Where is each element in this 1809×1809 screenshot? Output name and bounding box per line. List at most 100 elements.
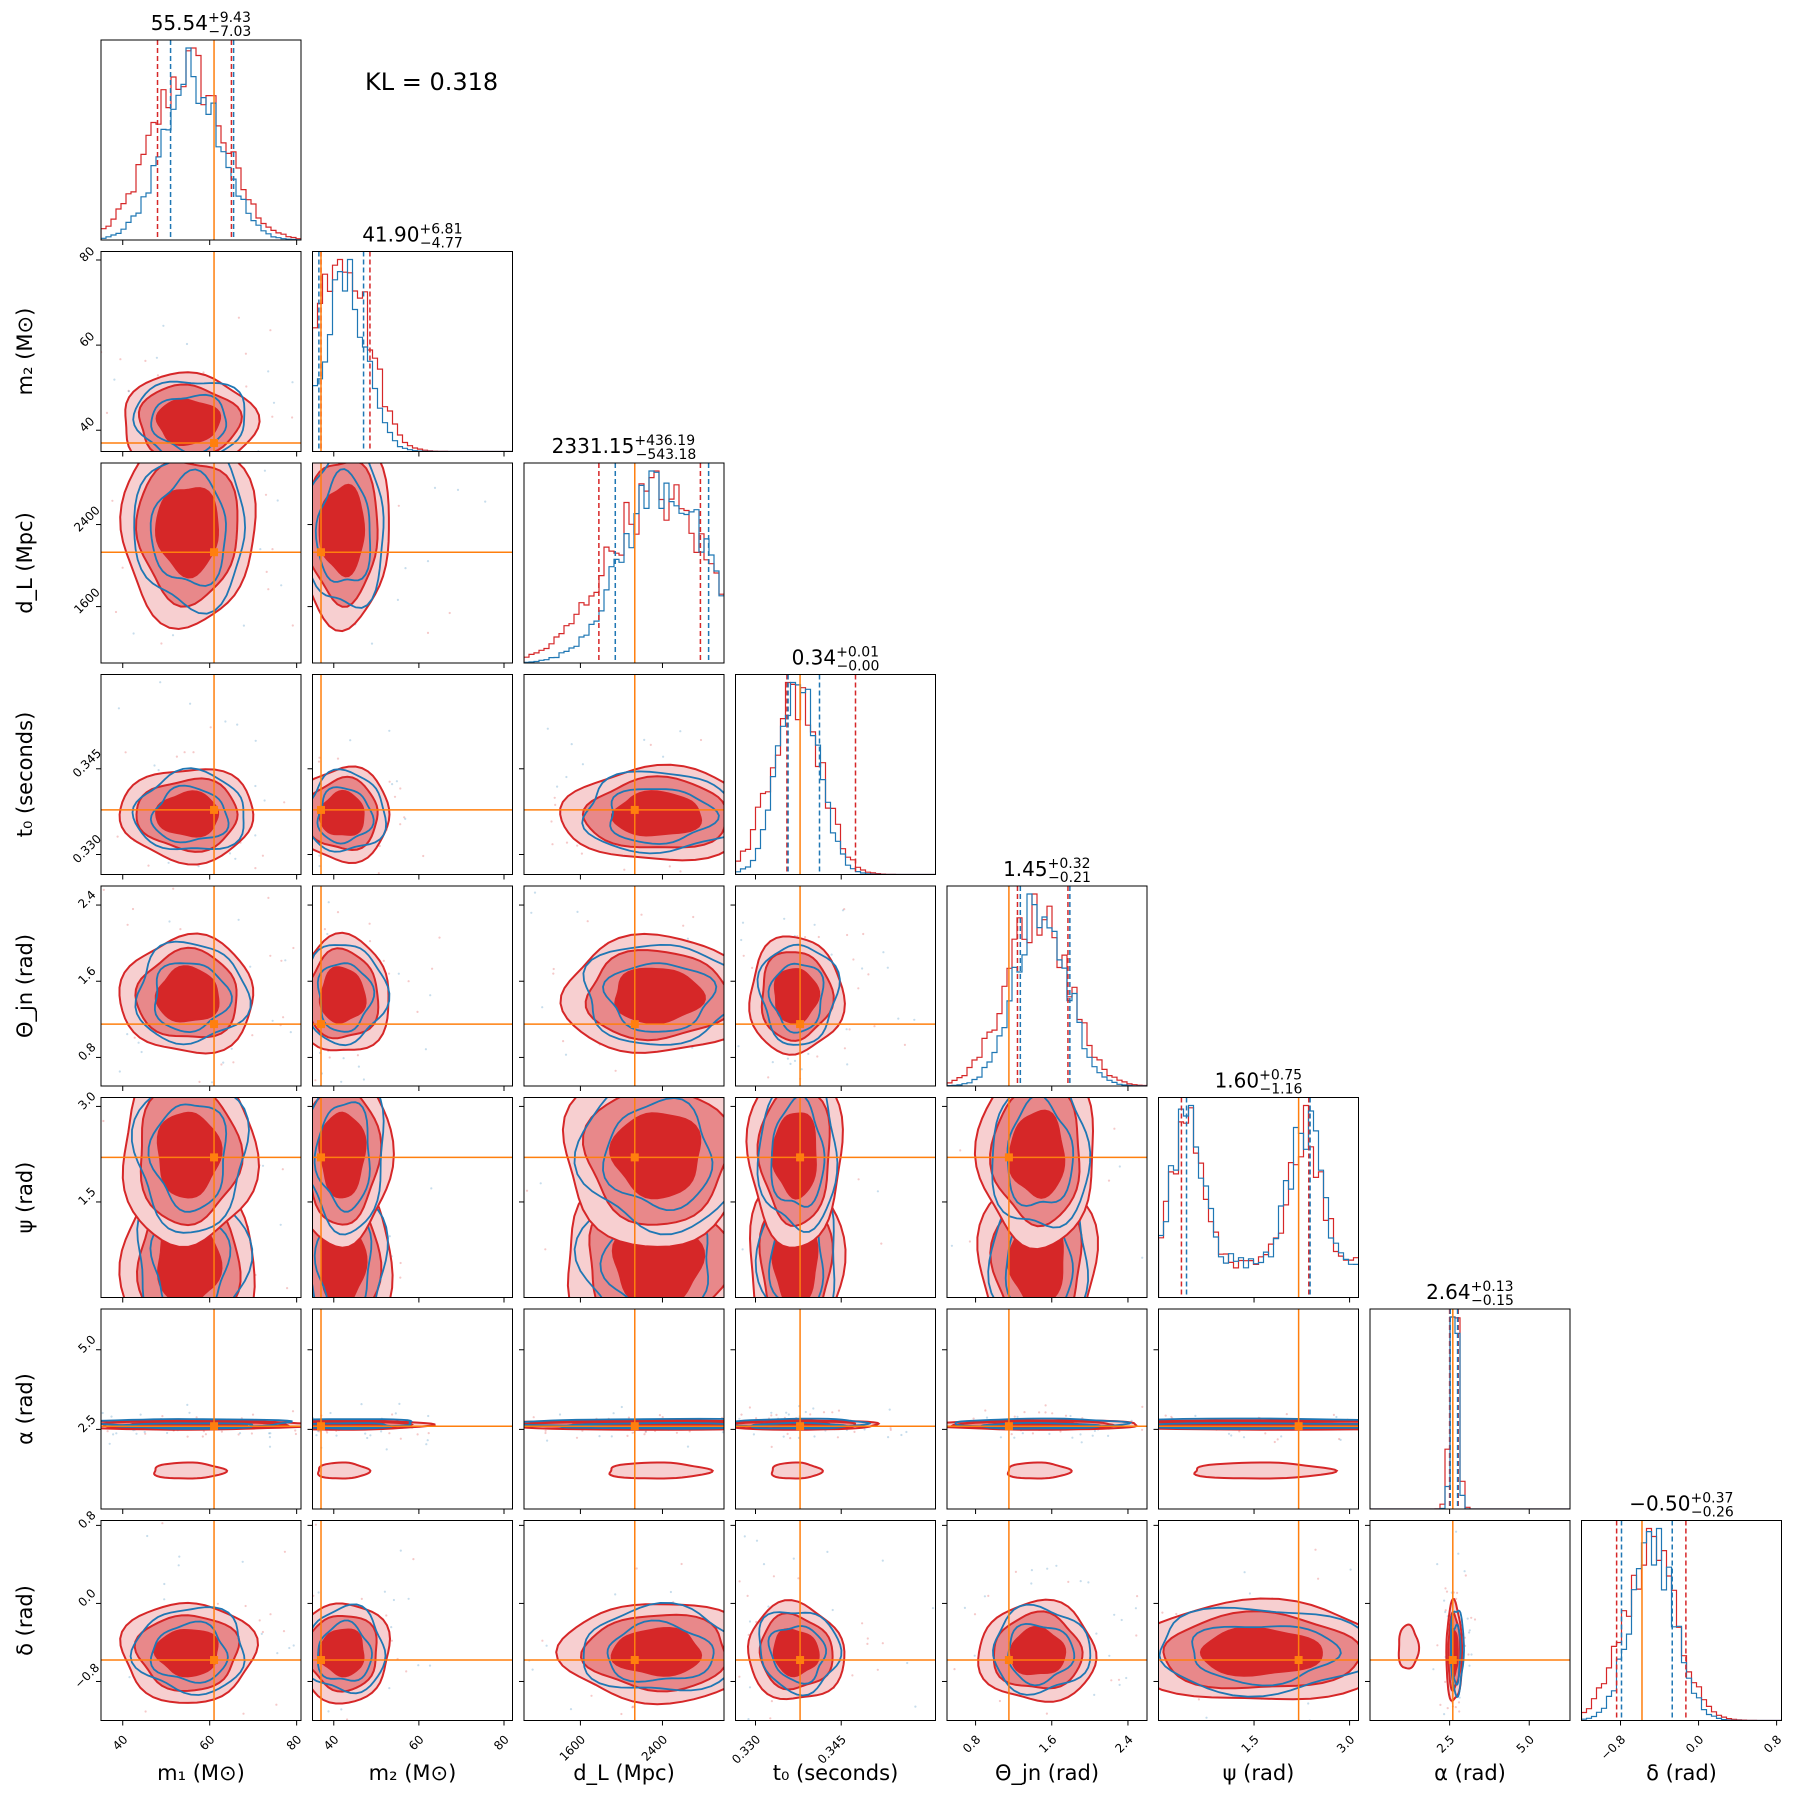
histogram-model-a <box>312 258 513 452</box>
sample-point <box>750 1072 752 1074</box>
sample-point <box>214 456 216 458</box>
sample-point <box>288 314 290 316</box>
contour-model-b-inner <box>316 786 375 845</box>
sample-point <box>843 908 846 911</box>
truth-marker <box>317 1422 326 1431</box>
sample-point <box>85 1579 87 1581</box>
sample-point <box>1382 1640 1384 1642</box>
y-tick-label: 0.0 <box>75 1586 98 1609</box>
contour-1sigma <box>153 1628 219 1678</box>
y-tick-label: 80 <box>77 244 98 265</box>
sample-point <box>68 450 70 452</box>
sample-point <box>722 876 724 878</box>
panel-theta-delta: 0.8 1.6 2.4 <box>942 1520 1148 1756</box>
sample-point <box>86 439 88 441</box>
sample-point <box>649 743 652 747</box>
sample-point <box>979 898 981 900</box>
secondary-mode <box>608 1461 715 1480</box>
sample-point <box>424 1048 427 1051</box>
sample-point <box>875 1107 877 1109</box>
sample-point <box>70 402 72 404</box>
contour-1sigma <box>154 965 220 1023</box>
sample-point <box>668 1409 670 1411</box>
panel-content <box>101 1309 301 1509</box>
sample-point <box>358 889 360 891</box>
sample-point <box>114 610 118 614</box>
sample-point <box>1069 1414 1072 1418</box>
panel-frame <box>735 1520 936 1721</box>
sample-point <box>770 1445 773 1448</box>
sample-point <box>767 1605 770 1608</box>
sample-point <box>297 1617 299 1619</box>
sample-point <box>127 389 130 392</box>
sample-point <box>576 910 579 914</box>
panel-content <box>101 886 415 1086</box>
median-value: 2331.15 <box>552 434 635 458</box>
sample-point <box>310 1294 312 1296</box>
plus-error: +9.43 <box>208 10 251 26</box>
sample-point <box>579 1038 581 1040</box>
sample-point <box>740 938 743 942</box>
sample-point <box>122 1339 124 1341</box>
sample-point <box>1443 1713 1446 1716</box>
x-tick-label: 80 <box>284 1732 305 1753</box>
sample-point <box>627 1723 629 1725</box>
sample-point <box>1264 1432 1267 1435</box>
sample-point <box>901 847 903 849</box>
sample-point <box>251 1699 253 1701</box>
sample-point <box>552 972 555 975</box>
sample-point <box>1124 1706 1126 1708</box>
truth-marker <box>1004 1422 1013 1431</box>
sample-point <box>1154 1623 1156 1625</box>
sample-point <box>269 329 272 332</box>
sample-point <box>623 868 626 871</box>
sample-point <box>738 1417 741 1420</box>
sample-point <box>725 1487 727 1489</box>
sample-point <box>1107 1179 1111 1182</box>
sample-point <box>234 1400 236 1402</box>
sample-point <box>404 567 407 570</box>
sample-point <box>725 1620 727 1622</box>
sample-point <box>679 870 682 873</box>
contour-model-b-inner <box>767 962 825 1034</box>
sample-point <box>1091 1434 1094 1437</box>
sample-point <box>1073 1076 1075 1078</box>
sample-point <box>291 381 294 384</box>
sample-point <box>1175 1612 1178 1616</box>
sample-point <box>484 1534 486 1536</box>
panel-frame <box>523 1520 725 1721</box>
sample-point <box>430 1187 433 1190</box>
sample-point <box>614 1069 617 1072</box>
sample-point <box>292 1644 295 1647</box>
sample-point <box>1410 1571 1412 1573</box>
y-axis-label-psi: ψ (rad) <box>13 1162 37 1234</box>
sample-point <box>221 1341 223 1343</box>
sample-point <box>257 1752 259 1754</box>
panel-frame <box>100 1308 302 1510</box>
sample-point <box>1161 1611 1164 1614</box>
sample-point <box>862 932 865 936</box>
sample-point <box>387 768 389 770</box>
panel-frame <box>312 1308 513 1510</box>
sample-point <box>350 705 352 707</box>
sample-point <box>1402 1591 1404 1593</box>
sample-point <box>742 954 745 957</box>
sample-point <box>385 1451 387 1453</box>
sample-point <box>408 999 410 1001</box>
sample-point <box>264 825 266 827</box>
minus-error: −0.26 <box>1691 1505 1734 1521</box>
sample-point <box>874 1048 876 1050</box>
sample-point <box>577 903 579 905</box>
sample-point <box>1059 1430 1062 1433</box>
sample-point <box>292 680 294 682</box>
sample-point <box>96 1063 98 1065</box>
sample-point <box>289 1699 291 1701</box>
sample-point <box>388 1235 391 1238</box>
sample-point <box>247 1495 249 1497</box>
sample-point <box>282 1668 284 1670</box>
sample-point <box>1455 1530 1458 1533</box>
sample-point <box>113 378 116 381</box>
sample-point <box>1364 1424 1366 1426</box>
sample-point <box>607 1747 609 1749</box>
sample-point <box>413 1044 415 1046</box>
